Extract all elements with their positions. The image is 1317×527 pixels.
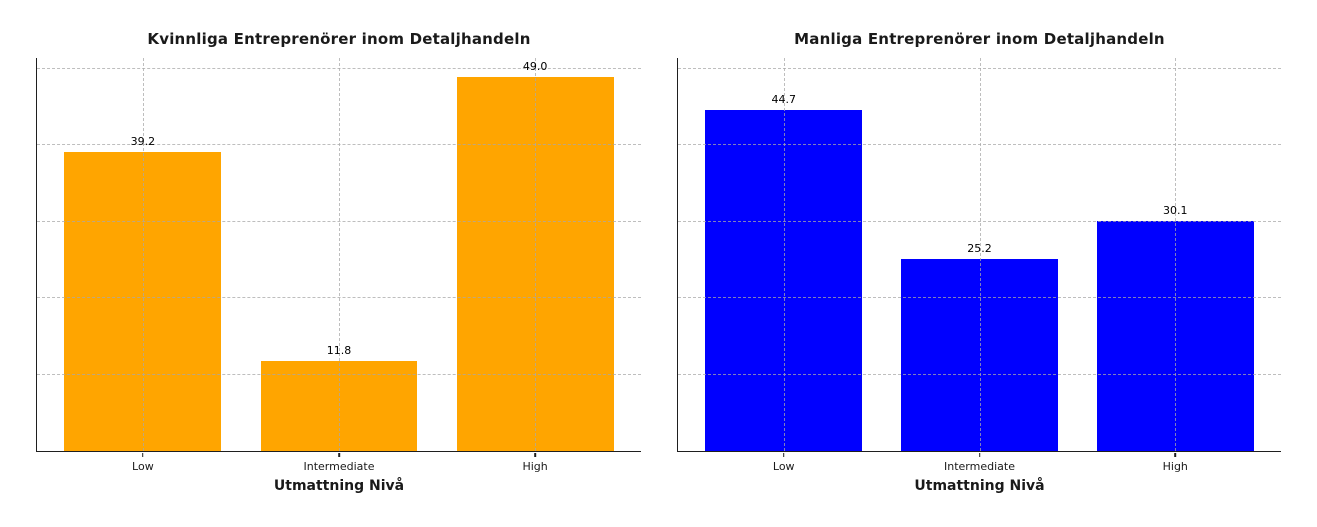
chart-female-entrepreneurs: Kvinnliga Entreprenörer inom Detaljhande… bbox=[0, 0, 658, 527]
chart-male-entrepreneurs: Manliga Entreprenörer inom Detaljhandeln… bbox=[658, 0, 1317, 527]
x-axis-tick bbox=[534, 452, 536, 457]
chart-title-female: Kvinnliga Entreprenörer inom Detaljhande… bbox=[147, 30, 531, 48]
x-axis-tick bbox=[142, 452, 144, 457]
x-tick-label-low: Low bbox=[772, 460, 795, 473]
chart-title-male: Manliga Entreprenörer inom Detaljhandeln bbox=[794, 30, 1165, 48]
plot-area-female: Kvinnliga Entreprenörer inom Detaljhande… bbox=[36, 30, 641, 494]
vertical-gridline bbox=[783, 58, 785, 451]
vertical-gridline bbox=[979, 58, 981, 451]
bar-value-label: 11.8 bbox=[326, 343, 352, 357]
bar-value-label: 44.7 bbox=[771, 92, 796, 106]
vertical-gridline bbox=[1175, 58, 1177, 451]
bar-intermediate bbox=[260, 360, 418, 451]
x-axis-title-male: Utmattning Nivå bbox=[914, 478, 1045, 494]
x-tick-label-intermediate: Intermediate bbox=[944, 460, 1015, 473]
x-tick-label-low: Low bbox=[132, 460, 154, 473]
vertical-gridline bbox=[339, 58, 340, 451]
bar-value-label: 30.1 bbox=[1163, 204, 1188, 218]
x-axis-tick bbox=[782, 452, 785, 457]
bar-low bbox=[705, 109, 863, 451]
bar-high bbox=[1096, 221, 1254, 451]
x-axis-tick bbox=[978, 452, 981, 457]
bar-intermediate bbox=[901, 258, 1058, 451]
x-tick-label-high: High bbox=[1162, 460, 1188, 473]
plot-area-male: Manliga Entreprenörer inom Detaljhandeln… bbox=[677, 30, 1281, 494]
bar-value-label: 49.0 bbox=[522, 59, 548, 73]
x-tick-label-intermediate: Intermediate bbox=[303, 460, 375, 473]
x-axis-title-female: Utmattning Nivå bbox=[273, 478, 405, 494]
bar-value-label: 25.2 bbox=[967, 241, 992, 255]
x-axis-tick bbox=[338, 452, 340, 457]
bar-value-label: 39.2 bbox=[130, 134, 156, 148]
x-tick-label-high: High bbox=[522, 460, 548, 473]
x-axis-tick bbox=[1174, 452, 1177, 457]
vertical-gridline bbox=[535, 58, 537, 451]
vertical-gridline bbox=[142, 58, 144, 451]
